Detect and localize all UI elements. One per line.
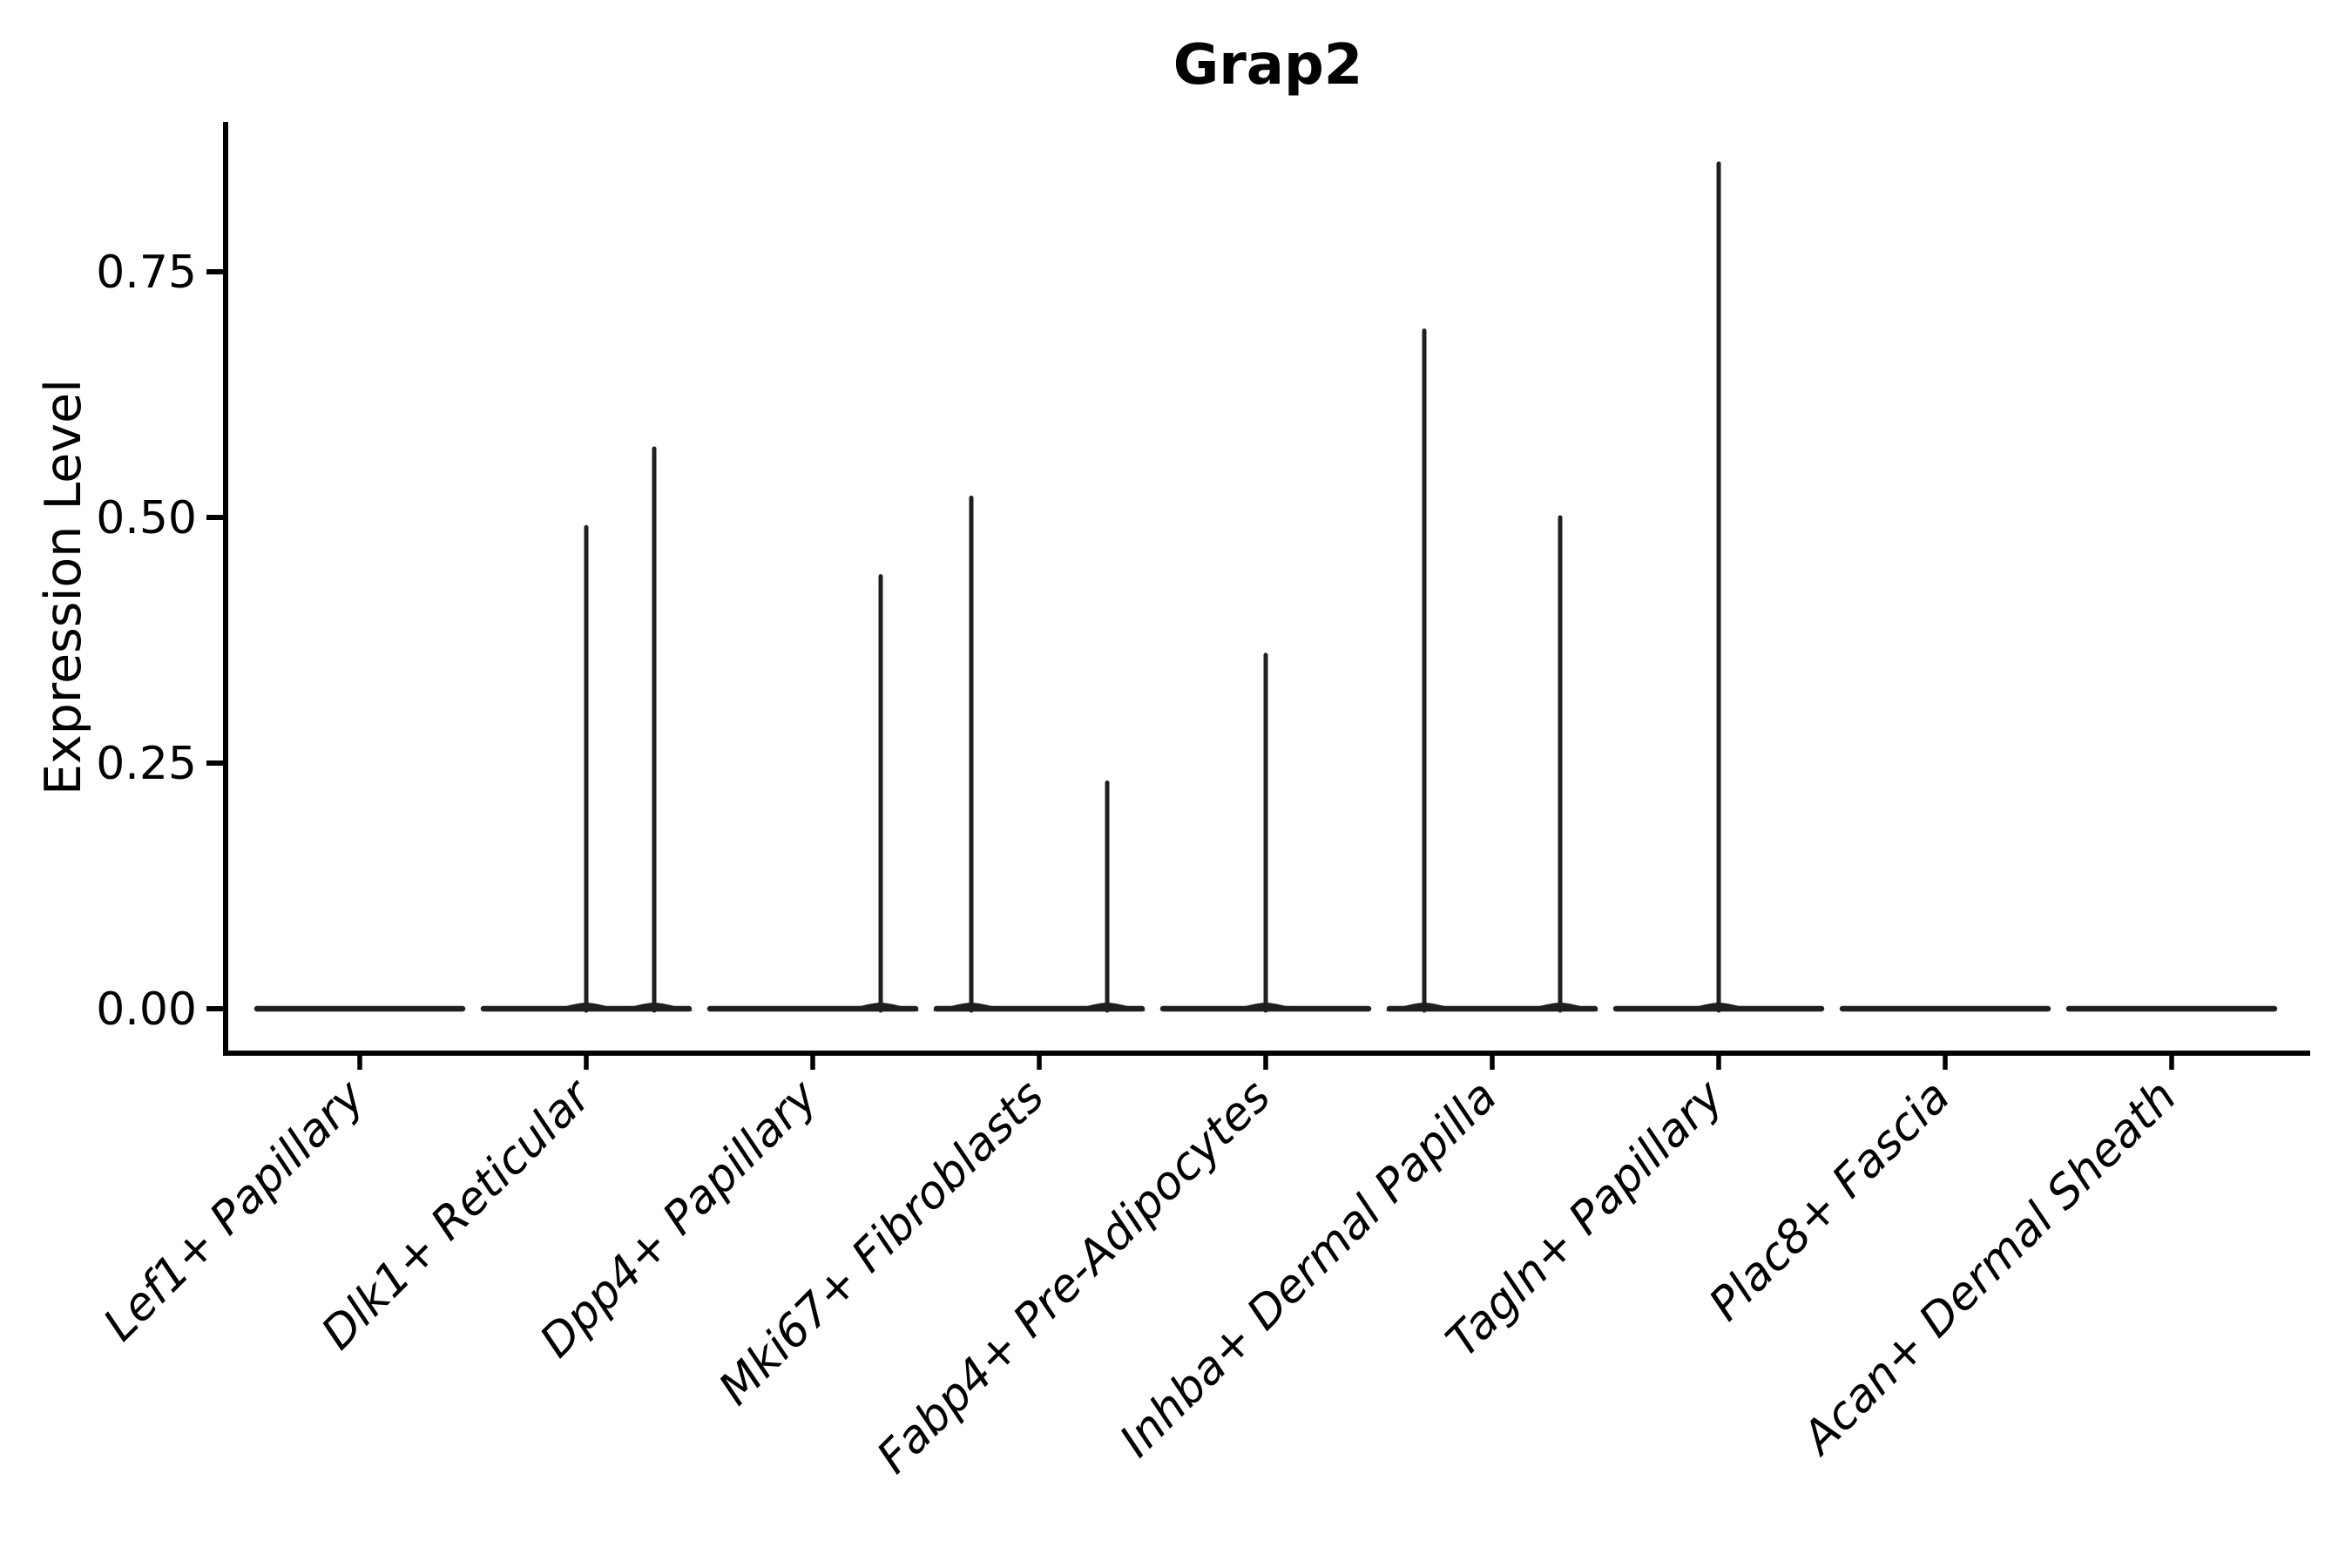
y-tick-label: 0.50	[96, 492, 197, 544]
x-tick-label: Inhba+ Dermal Papilla	[1110, 1071, 1507, 1468]
y-tick-label: 0.00	[96, 983, 197, 1036]
y-tick-label: 0.25	[96, 738, 197, 790]
x-tick-label: Plac8+ Fascia	[1700, 1071, 1960, 1331]
y-axis-label: Expression Level	[35, 379, 92, 795]
x-tick-label: Fabp4+ Pre-Adipocytes	[868, 1071, 1281, 1484]
chart-title: Grap2	[1173, 33, 1363, 98]
x-tick-label: Acan+ Dermal Sheath	[1791, 1071, 2186, 1466]
y-tick-label: 0.75	[96, 247, 197, 299]
